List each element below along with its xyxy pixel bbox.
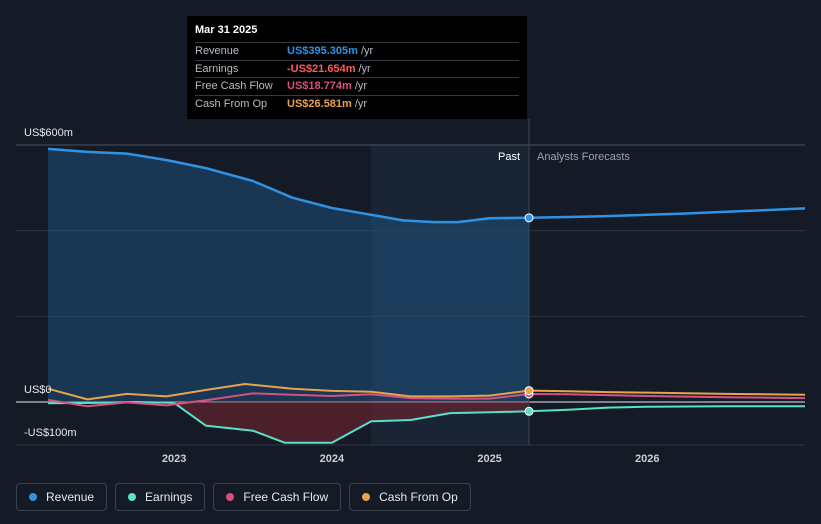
legend-dot-icon (362, 493, 371, 501)
legend-dot-icon (29, 493, 37, 501)
series-line-free-cash-flow (47, 392, 806, 408)
tooltip-unit: /yr (354, 80, 368, 93)
past-label: Past (498, 151, 520, 163)
tooltip-value: US$395.305m (287, 45, 358, 58)
x-tick-label: 2026 (635, 453, 659, 465)
x-tick-label: 2024 (320, 453, 345, 465)
chart-legend: Revenue Earnings Free Cash Flow Cash Fro… (16, 483, 471, 511)
forecast-label: Analysts Forecasts (537, 151, 630, 163)
tooltip-label: Revenue (195, 45, 240, 58)
legend-label: Revenue (46, 490, 95, 504)
tooltip-value: US$18.774m (287, 80, 352, 93)
legend-item-revenue[interactable]: Revenue (16, 483, 108, 511)
series-marker-revenue (524, 213, 534, 223)
legend-item-cash-from-op[interactable]: Cash From Op (349, 483, 471, 511)
legend-label: Free Cash Flow (243, 490, 329, 504)
y-axis-label-top: US$600m (24, 127, 73, 139)
y-axis-label-bottom: -US$100m (24, 427, 77, 439)
tooltip-unit: /yr (354, 97, 368, 110)
legend-item-free-cash-flow[interactable]: Free Cash Flow (213, 483, 342, 511)
tooltip-unit: /yr (358, 62, 371, 75)
legend-label: Cash From Op (379, 490, 458, 504)
tooltip-value: US$26.581m (287, 97, 352, 110)
legend-label: Earnings (145, 490, 193, 504)
series-line-revenue (47, 147, 806, 224)
tooltip-row-earnings: Earnings -US$21.654m /yr (195, 59, 519, 78)
revenue-area (48, 148, 529, 402)
series-line-earnings (47, 401, 805, 444)
tooltip-unit: /yr (360, 45, 374, 58)
tooltip-value: -US$21.654m (287, 62, 356, 75)
tooltip-row-cash-from-op: Cash From Op US$26.581m /yr (195, 94, 519, 113)
y-axis-label-zero: US$0 (24, 384, 52, 396)
tooltip-row-free-cash-flow: Free Cash Flow US$18.774m /yr (195, 77, 519, 95)
tooltip-label: Earnings (195, 62, 239, 75)
tooltip-date: Mar 31 2025 (195, 24, 258, 36)
series-marker-cash-from-op (524, 386, 534, 396)
earnings-negative-area (48, 402, 529, 443)
legend-item-earnings[interactable]: Earnings (115, 483, 206, 511)
tooltip-label: Free Cash Flow (195, 80, 273, 93)
hover-tooltip: Mar 31 2025 Revenue US$395.305m /yr Earn… (187, 16, 527, 119)
legend-dot-icon (226, 493, 235, 501)
series-line-cash-from-op (47, 383, 806, 401)
tooltip-label: Cash From Op (195, 97, 268, 110)
tooltip-row-revenue: Revenue US$395.305m /yr (195, 42, 519, 60)
x-tick-label: 2023 (162, 453, 186, 465)
x-tick-label: 2025 (477, 453, 501, 465)
legend-dot-icon (128, 493, 137, 501)
series-marker-earnings (524, 406, 534, 416)
